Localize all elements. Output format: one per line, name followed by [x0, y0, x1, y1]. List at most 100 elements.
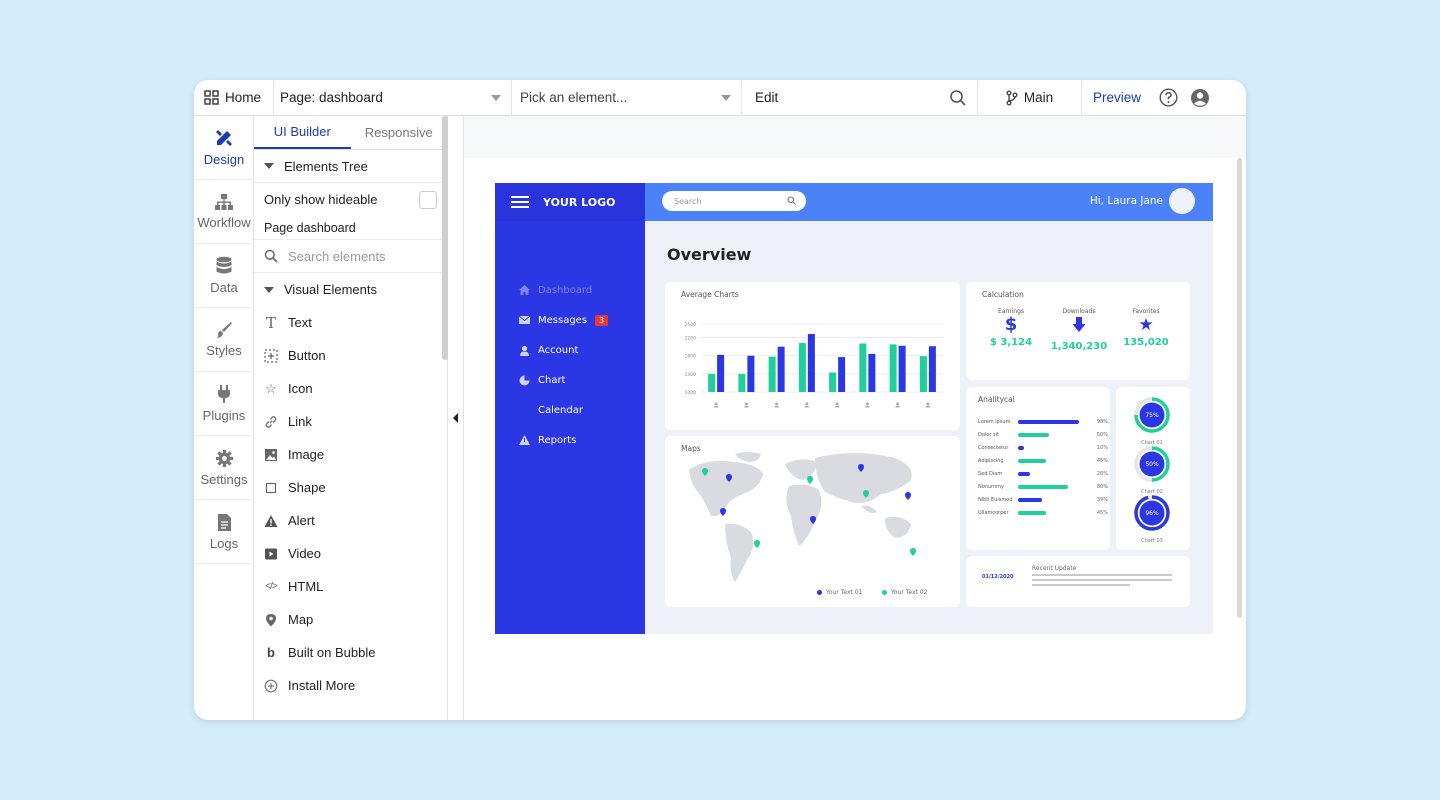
map-legend-item: Your Text 02	[882, 589, 927, 596]
search-icon[interactable]	[949, 89, 967, 107]
tab-responsive[interactable]: Responsive	[364, 125, 433, 140]
element-text[interactable]: T Text	[254, 306, 447, 339]
analytical-card: Analitycal Lorem ipsum 98% Dolor sit 50% Con…	[966, 387, 1110, 550]
download-icon	[1072, 317, 1086, 332]
rail-item-logs[interactable]: Logs	[194, 500, 254, 564]
analytical-percent: 45%	[1096, 509, 1108, 516]
element-button[interactable]: Button	[254, 339, 447, 372]
preview-button[interactable]: Preview	[1092, 90, 1141, 105]
panel-scrollbar[interactable]	[442, 116, 448, 360]
analytical-row: Consectetur 10%	[978, 441, 1108, 454]
stat-value: 1,340,230	[1050, 341, 1108, 352]
bar	[717, 354, 725, 392]
rail-item-plugins[interactable]: Plugins	[194, 372, 254, 436]
only-hideable-row: Only show hideable	[254, 183, 447, 216]
rail-item-styles[interactable]: Styles	[194, 308, 254, 372]
search-elements-input[interactable]: Search elements	[254, 240, 447, 273]
maps-card: Maps	[665, 436, 960, 607]
element-alert[interactable]: Alert	[254, 504, 447, 537]
avatar	[1169, 188, 1195, 214]
element-label: Map	[288, 612, 314, 627]
donut-label: Chart 01	[1141, 440, 1163, 446]
rail-label: Data	[210, 280, 238, 295]
element-link[interactable]: Link	[254, 405, 447, 438]
square-icon	[265, 482, 277, 493]
pie-chart-icon	[519, 375, 530, 385]
dashboard-header: Search Hi, Laura Jane	[645, 183, 1213, 221]
chevron-down-icon	[721, 94, 731, 101]
elements-tree-toggle[interactable]: Elements Tree	[254, 150, 447, 183]
rail-item-settings[interactable]: Settings	[194, 436, 254, 500]
rail-item-workflow[interactable]: Workflow	[194, 180, 254, 244]
only-hideable-label: Only show hideable	[264, 192, 378, 207]
star-outline-icon: ☆	[265, 380, 277, 396]
element-install-more[interactable]: Install More	[254, 669, 447, 702]
top-bar: Home Page: dashboard Pick an element... …	[194, 80, 1246, 116]
bar	[919, 356, 927, 392]
x-tick-marker	[896, 402, 900, 406]
collapse-panel-handle[interactable]	[448, 116, 464, 720]
element-picker-dropdown[interactable]: Pick an element...	[512, 80, 742, 116]
element-shape[interactable]: Shape	[254, 471, 447, 504]
element-icon[interactable]: ☆ Icon	[254, 372, 447, 405]
help-button[interactable]	[1152, 80, 1184, 116]
stat-label: Earnings	[997, 308, 1025, 315]
chevron-down-icon	[491, 94, 501, 101]
search-placeholder: Search elements	[288, 248, 386, 264]
rail-item-design[interactable]: Design	[194, 116, 254, 180]
element-map[interactable]: Map	[254, 603, 447, 636]
element-label: Shape	[288, 480, 326, 495]
visual-elements-toggle[interactable]: Visual Elements	[254, 273, 447, 306]
branch-button[interactable]: Main	[978, 80, 1082, 116]
element-built-on-bubble[interactable]: b Built on Bubble	[254, 636, 447, 669]
tree-item-page[interactable]: Page dashboard	[254, 216, 447, 240]
analytical-percent: 98%	[1096, 418, 1108, 425]
dashboard-logo: YOUR LOGO	[543, 195, 616, 209]
grid-icon	[204, 90, 219, 105]
x-tick-marker	[865, 406, 870, 408]
caret-down-icon	[264, 286, 274, 293]
only-hideable-checkbox[interactable]	[419, 190, 437, 209]
bar	[829, 372, 837, 392]
element-image[interactable]: Image	[254, 438, 447, 471]
play-icon	[265, 548, 277, 559]
x-tick-marker	[895, 406, 900, 408]
x-tick-marker	[744, 402, 748, 406]
dashboard-preview[interactable]: YOUR LOGO Dashboard Messages 3 Account	[495, 183, 1213, 634]
donut-chart: 96% Chart 03	[1132, 493, 1172, 544]
element-video[interactable]: Video	[254, 537, 447, 570]
edit-menu[interactable]: Edit	[742, 80, 978, 116]
analytical-row: Nibh Euismod 39%	[978, 493, 1108, 506]
element-label: Button	[288, 348, 326, 363]
code-icon: </>	[265, 581, 277, 592]
bar-chart: 1000 1400 1800 2200 2500	[685, 322, 943, 408]
analytical-label: Dolor sit	[978, 431, 999, 438]
page-dropdown[interactable]: Page: dashboard	[274, 80, 512, 116]
analytical-bar	[1018, 471, 1031, 476]
donut-value: 75%	[1145, 412, 1159, 419]
donut-arc	[1134, 397, 1170, 433]
rail-item-data[interactable]: Data	[194, 244, 254, 308]
donut-card: 75% Chart 01 50% Chart 02 96% Chart 03	[1116, 387, 1190, 550]
nav-label: Account	[538, 344, 579, 356]
analytical-row: Lorem ipsum 98%	[978, 415, 1108, 428]
x-tick-marker	[804, 406, 809, 408]
analytical-label: Nonummy	[978, 483, 1004, 490]
element-html[interactable]: </> HTML	[254, 570, 447, 603]
warning-icon	[519, 435, 530, 445]
map-pin-icon	[266, 613, 276, 626]
x-tick-marker	[774, 406, 779, 408]
y-tick-label: 1000	[685, 390, 697, 396]
analytical-label: Adipiscing	[978, 457, 1004, 464]
donut-value: 96%	[1145, 510, 1159, 517]
tab-ui-builder[interactable]: UI Builder	[254, 116, 351, 149]
donut-chart: 75% Chart 01	[1132, 395, 1172, 446]
bar	[838, 357, 846, 392]
canvas-scrollbar[interactable]	[1237, 158, 1242, 618]
analytical-label: Sed Diam	[978, 470, 1003, 477]
account-button[interactable]	[1184, 80, 1216, 116]
home-button[interactable]: Home	[194, 80, 274, 116]
stat-label: Favorites	[1132, 308, 1160, 315]
dashboard-nav-item: Account	[519, 335, 608, 365]
x-tick-marker	[805, 402, 809, 406]
